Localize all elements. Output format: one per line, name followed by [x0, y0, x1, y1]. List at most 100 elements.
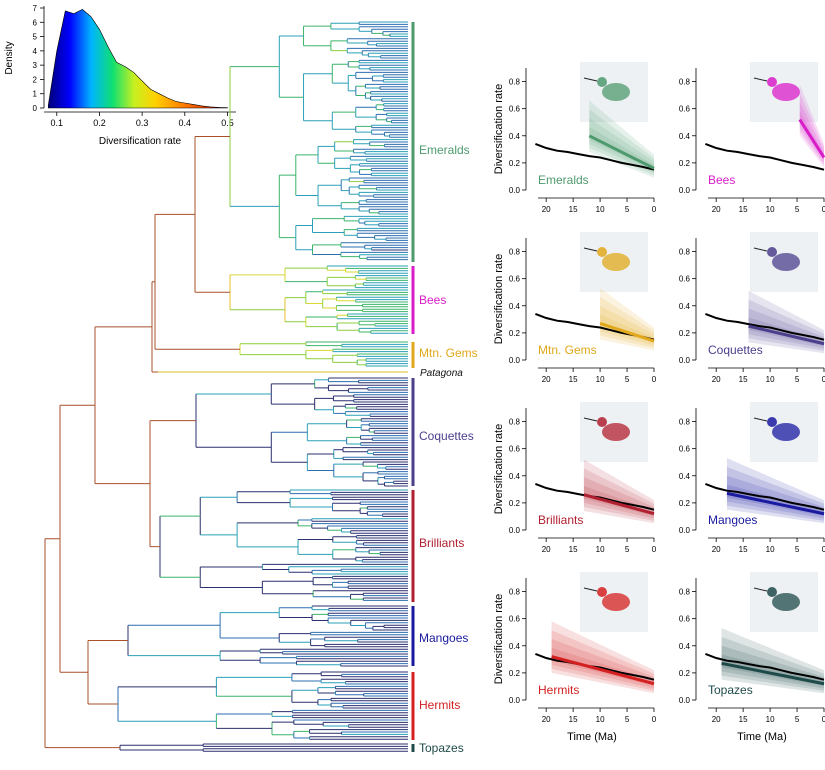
all-birds-rate-line [705, 312, 825, 341]
bird-head [767, 587, 777, 597]
phylogeny-tree [44, 21, 408, 752]
panel-x-tick-label: 15 [739, 375, 748, 384]
panel-x-tick-label: 15 [739, 205, 748, 214]
panel-y-tick-label: 0.8 [509, 588, 521, 597]
panel-hermits: 0.0 0.2 0.4 0.6 0.8 20 15 10 5 0 Hermits Diversific… [493, 572, 657, 743]
inset-x-tick-label: 0.1 [51, 118, 64, 128]
panel-y-tick-label: 0.8 [509, 418, 521, 427]
bird-head [597, 247, 607, 257]
panel-y-tick-label: 0.2 [679, 329, 691, 338]
panel-clade-label: Bees [708, 173, 735, 187]
clade-label-hermits: Hermits [419, 698, 460, 712]
panel-x-tick-label: 5 [795, 205, 800, 214]
clade-rate-line [721, 661, 825, 686]
inset-y-tick-label: 3 [33, 61, 38, 70]
clade-label-topazes: Topazes [419, 741, 464, 755]
inset-y-tick-label: 5 [33, 33, 38, 42]
panel-y-tick-label: 0.8 [679, 248, 691, 257]
bird-beak [583, 77, 598, 82]
panel-x-tick-label: 15 [569, 205, 578, 214]
clade-rate-line [726, 491, 825, 516]
panel-y-tick-label: 0.6 [509, 105, 521, 114]
panel-x-tick-label: 15 [739, 545, 748, 554]
panel-x-tick-label: 20 [542, 375, 551, 384]
panel-y-tick-label: 0.2 [509, 669, 521, 678]
bird-body [602, 593, 630, 611]
bird-body [602, 423, 630, 441]
panel-x-tick-label: 10 [596, 715, 605, 724]
bird-body [772, 593, 800, 611]
rate-through-time-panels: 0.0 0.2 0.4 0.6 0.8 20 15 10 5 0 Emeralds Diversifi… [493, 62, 825, 743]
clade-label-coquettes: Coquettes [419, 429, 474, 443]
panel-x-tick-label: 5 [795, 545, 800, 554]
panel-y-tick-label: 0.8 [509, 78, 521, 87]
panel-x-tick-label: 20 [542, 545, 551, 554]
panel-y-tick-label: 0.6 [679, 445, 691, 454]
panel-xlabel: Time (Ma) [737, 731, 787, 743]
clade-bars: Emeralds Bees Mtn. Gems Patagona Coquettes Br… [411, 22, 478, 755]
panel-x-tick-label: 0 [652, 205, 657, 214]
clade-rate-band [721, 628, 824, 694]
inset-xlabel: Diversification rate [99, 136, 182, 147]
panel-y-tick-label: 0.0 [679, 526, 691, 535]
bird-head [767, 77, 777, 87]
panel-y-tick-label: 0.2 [509, 329, 521, 338]
panel-y-tick-label: 0.0 [509, 526, 521, 535]
clade-rate-line [588, 134, 655, 170]
panel-y-tick-label: 0.4 [679, 302, 691, 311]
panel-x-tick-label: 5 [625, 545, 630, 554]
all-birds-rate-line [705, 142, 825, 171]
inset-y-tick-label: 7 [33, 4, 38, 13]
rate-density-inset: 0.1 0.2 0.3 0.4 0.5 0 1 2 3 4 5 6 7 [33, 4, 236, 128]
panel-x-tick-label: 0 [652, 375, 657, 384]
clade-label-brilliants: Brilliants [419, 536, 464, 550]
panel-y-tick-label: 0.4 [679, 642, 691, 651]
panel-y-tick-label: 0.2 [509, 499, 521, 508]
panel-x-tick-label: 20 [542, 715, 551, 724]
bird-beak [583, 247, 598, 252]
clade-rate-line [748, 324, 825, 346]
panel-x-tick-label: 5 [795, 375, 800, 384]
panel-emeralds: 0.0 0.2 0.4 0.6 0.8 20 15 10 5 0 Emeralds Diversifi… [493, 62, 657, 214]
panel-topazes: 0.0 0.2 0.4 0.6 0.8 20 15 10 5 0 Topazes Time (Ma) [679, 572, 825, 743]
panel-x-tick-label: 0 [652, 545, 657, 554]
bird-body [772, 423, 800, 441]
panel-clade-label: Brilliants [538, 513, 583, 527]
panel-y-tick-label: 0.0 [509, 696, 521, 705]
panel-bees: 0.0 0.2 0.4 0.6 0.8 20 15 10 5 0 Bees [679, 62, 825, 214]
panel-x-tick-label: 15 [569, 545, 578, 554]
clade-label-mangoes: Mangoes [419, 631, 468, 645]
bird-beak [753, 417, 768, 422]
panel-y-tick-label: 0.8 [679, 588, 691, 597]
panel-x-tick-label: 15 [569, 375, 578, 384]
panel-x-tick-label: 0 [652, 715, 657, 724]
bird-beak [753, 247, 768, 252]
inset-x-tick-label: 0.2 [93, 118, 106, 128]
all-birds-rate-line [535, 142, 655, 171]
panel-ylabel: Diversification rate [493, 424, 505, 514]
panel-y-tick-label: 0.2 [509, 159, 521, 168]
clade-rate-line [583, 493, 655, 516]
bird-head [597, 77, 607, 87]
clade-rate-band [748, 290, 824, 354]
panel-y-tick-label: 0.4 [509, 472, 521, 481]
panel-y-tick-label: 0.2 [679, 669, 691, 678]
bird-beak [753, 587, 768, 592]
panel-xlabel: Time (Ma) [567, 731, 617, 743]
panel-x-tick-label: 20 [712, 375, 721, 384]
clade-label-patagona: Patagona [420, 368, 463, 379]
panel-x-tick-label: 5 [625, 205, 630, 214]
panel-x-tick-label: 10 [596, 545, 605, 554]
bird-head [767, 247, 777, 257]
panel-y-tick-label: 0.4 [679, 132, 691, 141]
panel-y-tick-label: 0.8 [679, 418, 691, 427]
bird-head [767, 417, 777, 427]
panel-x-tick-label: 5 [625, 715, 630, 724]
panel-x-tick-label: 10 [766, 545, 775, 554]
panel-clade-label: Mtn. Gems [538, 343, 597, 357]
bird-body [772, 253, 800, 271]
bird-head [597, 587, 607, 597]
clade-label-bees: Bees [419, 293, 446, 307]
panel-ylabel: Diversification rate [493, 84, 505, 174]
